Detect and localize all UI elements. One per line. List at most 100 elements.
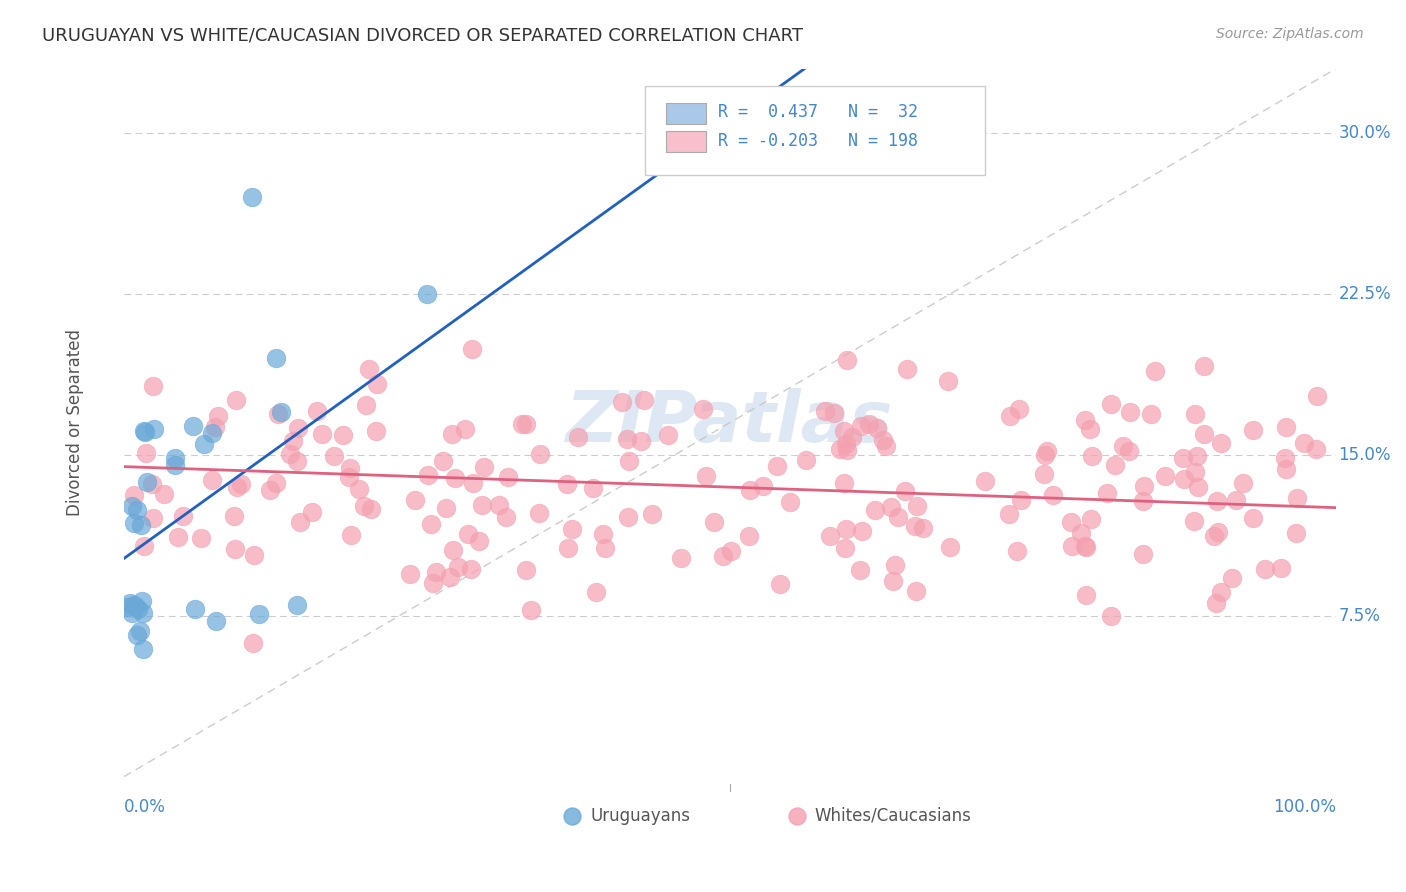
- Point: [1060, 515, 1083, 529]
- Point: [264, 351, 287, 366]
- Point: [141, 477, 163, 491]
- Point: [422, 576, 444, 591]
- Point: [851, 524, 873, 539]
- Point: [818, 529, 841, 543]
- Point: [283, 434, 305, 448]
- Point: [1222, 571, 1244, 585]
- Point: [1204, 529, 1226, 543]
- Text: 0.0%: 0.0%: [124, 798, 166, 816]
- Point: [557, 541, 579, 556]
- Point: [366, 424, 388, 438]
- Point: [495, 509, 517, 524]
- Point: [447, 560, 470, 574]
- Point: [461, 476, 484, 491]
- Point: [938, 374, 960, 388]
- Point: [285, 599, 308, 613]
- Point: [225, 392, 247, 407]
- Point: [1205, 595, 1227, 609]
- Point: [630, 434, 652, 449]
- Point: [166, 530, 188, 544]
- Point: [354, 398, 377, 412]
- Point: [488, 499, 510, 513]
- Point: [240, 190, 263, 204]
- Point: [998, 507, 1021, 521]
- Point: [1225, 492, 1247, 507]
- Point: [973, 474, 995, 488]
- Point: [1036, 444, 1059, 458]
- Point: [259, 483, 281, 498]
- Point: [894, 484, 917, 499]
- Point: [703, 516, 725, 530]
- Point: [205, 615, 228, 629]
- Point: [287, 421, 309, 435]
- Point: [461, 343, 484, 357]
- Point: [1194, 359, 1216, 374]
- Point: [567, 429, 589, 443]
- Point: [153, 486, 176, 500]
- Point: [610, 394, 633, 409]
- Point: [242, 636, 264, 650]
- Text: 7.5%: 7.5%: [1339, 607, 1381, 624]
- Point: [765, 459, 787, 474]
- Point: [555, 477, 578, 491]
- Point: [1119, 404, 1142, 418]
- Point: [1095, 486, 1118, 500]
- Point: [834, 437, 856, 451]
- Point: [865, 503, 887, 517]
- Point: [1008, 401, 1031, 416]
- Point: [617, 454, 640, 468]
- Point: [247, 607, 270, 621]
- Point: [1074, 588, 1097, 602]
- Point: [201, 426, 224, 441]
- Point: [695, 469, 717, 483]
- Point: [225, 480, 247, 494]
- Point: [912, 521, 935, 535]
- Point: [337, 470, 360, 484]
- Point: [135, 446, 157, 460]
- Point: [129, 517, 152, 532]
- Point: [1104, 458, 1126, 472]
- Point: [835, 352, 858, 367]
- Point: [1005, 544, 1028, 558]
- Point: [172, 508, 194, 523]
- Point: [357, 362, 380, 376]
- Point: [786, 888, 808, 892]
- Point: [1274, 420, 1296, 434]
- Point: [515, 417, 537, 431]
- Point: [184, 602, 207, 616]
- Text: R =  0.437   N =  32: R = 0.437 N = 32: [718, 103, 918, 121]
- Point: [1173, 450, 1195, 465]
- Point: [132, 539, 155, 553]
- Point: [1254, 562, 1277, 576]
- Point: [872, 434, 894, 448]
- Point: [882, 574, 904, 588]
- Point: [311, 426, 333, 441]
- Point: [592, 526, 614, 541]
- Point: [1074, 412, 1097, 426]
- Point: [1270, 560, 1292, 574]
- Point: [616, 432, 638, 446]
- Point: [124, 599, 146, 613]
- Point: [1010, 493, 1032, 508]
- Point: [529, 446, 551, 460]
- Point: [132, 642, 155, 657]
- Point: [751, 479, 773, 493]
- Point: [441, 427, 464, 442]
- Point: [585, 585, 607, 599]
- Point: [834, 541, 856, 556]
- Point: [1074, 541, 1097, 555]
- Point: [738, 529, 761, 543]
- Point: [222, 508, 245, 523]
- Point: [616, 509, 638, 524]
- Point: [471, 498, 494, 512]
- Point: [671, 550, 693, 565]
- Point: [323, 450, 346, 464]
- Point: [224, 541, 246, 556]
- Point: [823, 406, 845, 420]
- Point: [527, 506, 550, 520]
- Point: [190, 531, 212, 545]
- Point: [1140, 407, 1163, 421]
- Point: [938, 540, 960, 554]
- Point: [561, 888, 583, 892]
- Point: [875, 439, 897, 453]
